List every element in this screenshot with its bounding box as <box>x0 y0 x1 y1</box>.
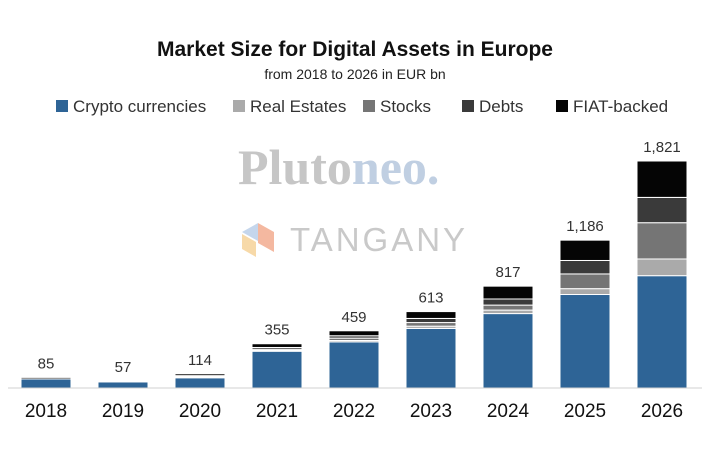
bar-total-label: 114 <box>188 352 212 369</box>
bar-stack <box>328 330 380 389</box>
x-tick-label: 2025 <box>564 401 606 422</box>
legend-item: Stocks <box>363 97 431 116</box>
bar-segment <box>405 311 457 319</box>
bar-segment <box>636 160 688 198</box>
tangany-watermark: TANGANY <box>290 221 468 258</box>
legend-item: Real Estates <box>233 97 346 116</box>
bar-segment <box>20 378 72 389</box>
bar-segment <box>482 285 534 300</box>
bar-total-label: 613 <box>418 290 443 307</box>
legend-label: Debts <box>479 97 523 116</box>
bar-total-label: 57 <box>115 359 132 376</box>
legend-label: Real Estates <box>250 97 346 116</box>
bar-segment <box>20 376 72 380</box>
bar-segment <box>482 309 534 315</box>
bar-segment <box>559 273 611 290</box>
chart-title: Market Size for Digital Assets in Europe <box>157 38 553 61</box>
bar-segment <box>405 327 457 389</box>
chart-subtitle: from 2018 to 2026 in EUR bn <box>264 66 445 82</box>
bar-segment <box>328 341 380 389</box>
bar-segment <box>251 350 303 389</box>
x-tick-label: 2023 <box>410 401 452 422</box>
plutoneo-watermark: Plutoneo. <box>238 139 439 195</box>
bar-segment <box>636 275 688 389</box>
x-tick-label: 2021 <box>256 401 298 422</box>
watermarks: Plutoneo. TANGANY <box>238 139 468 258</box>
plutoneo-watermark-part1: Pluto <box>238 139 352 195</box>
bar-segment <box>559 259 611 275</box>
bar-segment <box>482 313 534 389</box>
bar-stack <box>251 343 303 389</box>
bar-segment <box>482 298 534 306</box>
legend-label: Stocks <box>380 97 431 116</box>
bar-total-label: 817 <box>495 264 520 281</box>
x-tick-label: 2024 <box>487 401 530 422</box>
bar-segment <box>251 343 303 348</box>
bar-total-label: 1,821 <box>643 139 681 156</box>
bar-stack <box>482 285 534 389</box>
bar-segment <box>405 322 457 327</box>
bar-stack <box>405 311 457 389</box>
bar-stack <box>636 160 688 389</box>
bar-stack <box>97 380 149 389</box>
bar-total-label: 355 <box>264 322 289 339</box>
bar-segment <box>482 304 534 311</box>
bar-segment <box>328 330 380 337</box>
bar-segment <box>559 239 611 261</box>
x-tick-label: 2020 <box>179 401 221 422</box>
bar-segment <box>636 222 688 260</box>
bar-stack <box>174 373 226 389</box>
bar-segment <box>636 258 688 277</box>
bar-total-label: 1,186 <box>566 218 604 235</box>
bar-total-label: 459 <box>341 309 366 326</box>
x-axis-tick-labels: 2018 2019 2020 2021 2022 2023 2024 2025 2026 <box>25 401 683 422</box>
bar-segment <box>97 380 149 383</box>
legend-item: Crypto currencies <box>56 97 206 116</box>
legend-label: FIAT-backed <box>573 97 668 116</box>
tangany-cube-icon <box>242 223 274 257</box>
bar-stack <box>559 239 611 389</box>
plutoneo-watermark-part2: neo. <box>352 139 440 195</box>
legend-item: FIAT-backed <box>556 97 668 116</box>
total-labels: 85 57 114 355 459 613 817 1,186 1,821 <box>38 139 681 376</box>
legend-swatch <box>56 100 68 112</box>
legend-swatch <box>233 100 245 112</box>
bar-segment <box>174 373 226 377</box>
x-tick-label: 2019 <box>102 401 144 422</box>
bar-segment <box>97 381 149 389</box>
legend-swatch <box>556 100 568 112</box>
bar-segment <box>174 377 226 389</box>
bar-segment <box>636 196 688 224</box>
bar-segment <box>559 288 611 296</box>
bar-stack <box>20 376 72 389</box>
legend: Crypto currencies Real Estates Stocks Debts… <box>56 97 668 116</box>
legend-swatch <box>462 100 474 112</box>
bar-total-label: 85 <box>38 355 55 372</box>
legend-label: Crypto currencies <box>73 97 206 116</box>
bar-segment <box>405 317 457 324</box>
legend-item: Debts <box>462 97 523 116</box>
x-tick-label: 2018 <box>25 401 67 422</box>
x-tick-label: 2022 <box>333 401 375 422</box>
x-tick-label: 2026 <box>641 401 683 422</box>
bars <box>20 160 688 389</box>
legend-swatch <box>363 100 375 112</box>
bar-segment <box>559 294 611 389</box>
